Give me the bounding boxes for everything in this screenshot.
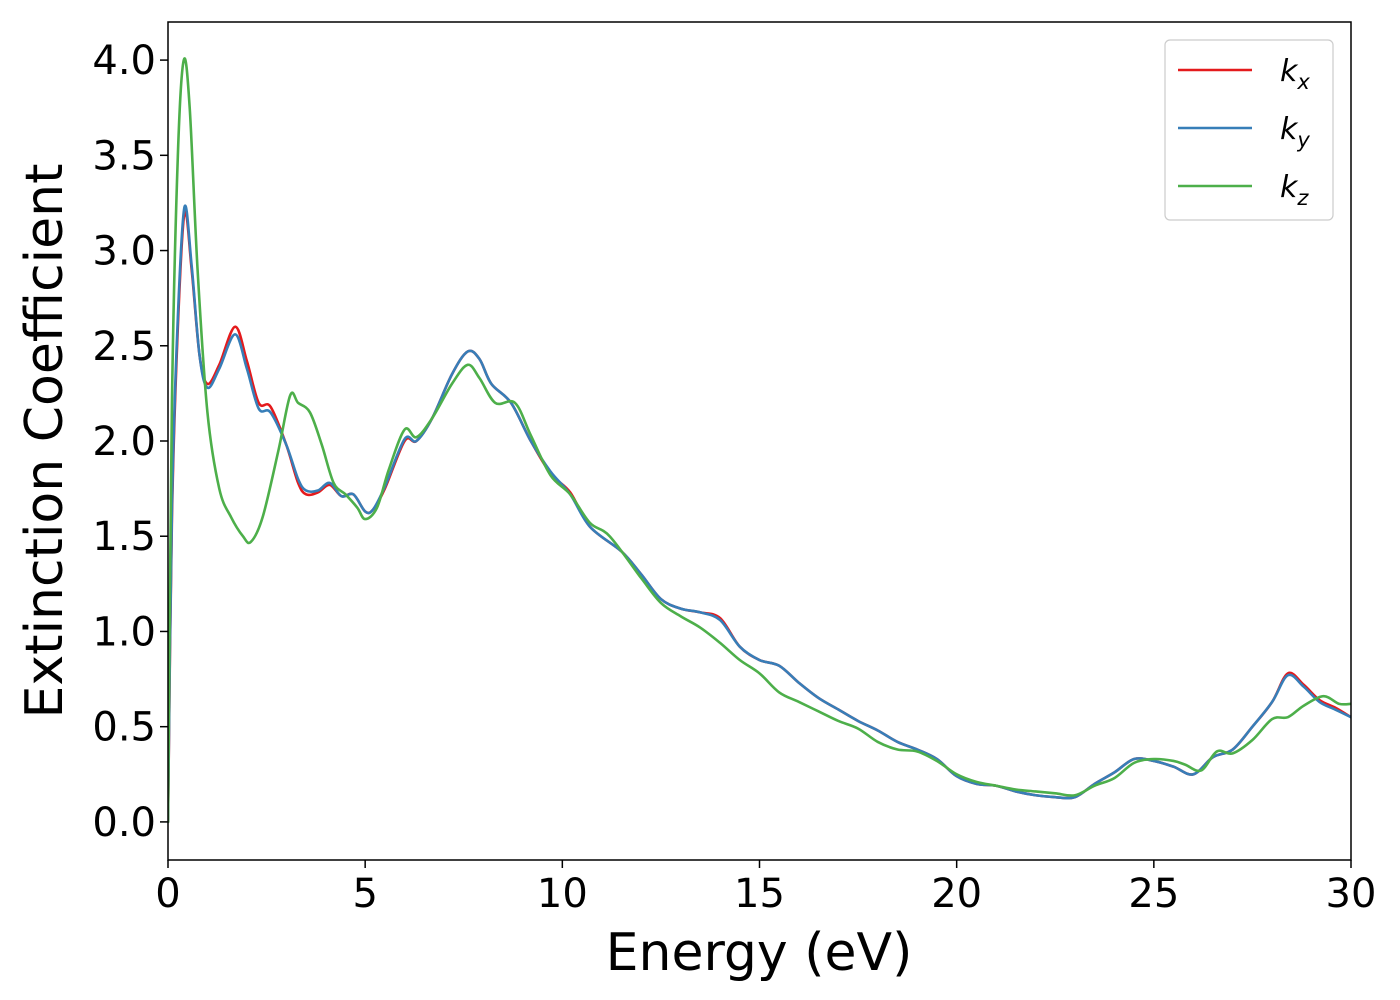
x-tick-label: 20 xyxy=(931,871,982,917)
legend-label-x: kx xyxy=(1280,54,1310,94)
plot-frame xyxy=(167,21,1352,861)
legend-label-z: kz xyxy=(1280,170,1309,210)
x-tick-label: 25 xyxy=(1128,871,1179,917)
x-tick-label: 15 xyxy=(734,871,785,917)
legend-label-y: ky xyxy=(1280,112,1310,152)
y-tick-label: 0.0 xyxy=(92,800,156,846)
legend-frame xyxy=(1164,39,1334,221)
x-tick-label: 0 xyxy=(155,871,180,917)
y-tick-label: 2.0 xyxy=(92,419,156,465)
y-axis-ticks: 0.0 0.5 1.0 1.5 2.0 2.5 3.0 3.5 4.0 xyxy=(92,38,168,846)
series-layer xyxy=(168,57,1351,824)
y-tick-label: 1.0 xyxy=(92,609,156,655)
x-tick-label: 10 xyxy=(537,871,588,917)
y-tick-label: 3.5 xyxy=(92,133,156,179)
y-tick-label: 4.0 xyxy=(92,38,156,84)
y-axis-title: Extinction Coefficient xyxy=(15,164,75,719)
series-line-y xyxy=(168,204,1351,824)
legend: kx ky kz xyxy=(1164,39,1334,221)
plot-background xyxy=(168,22,1351,860)
y-tick-label: 1.5 xyxy=(92,514,156,560)
x-axis-title: Energy (eV) xyxy=(606,923,913,983)
series-line-z xyxy=(168,57,1351,824)
y-tick-label: 0.5 xyxy=(92,705,156,751)
x-tick-label: 5 xyxy=(352,871,377,917)
x-axis-ticks: 0 5 10 15 20 25 30 xyxy=(155,860,1376,917)
y-tick-label: 3.0 xyxy=(92,229,156,275)
y-tick-label: 2.5 xyxy=(92,324,156,370)
x-tick-label: 30 xyxy=(1326,871,1377,917)
